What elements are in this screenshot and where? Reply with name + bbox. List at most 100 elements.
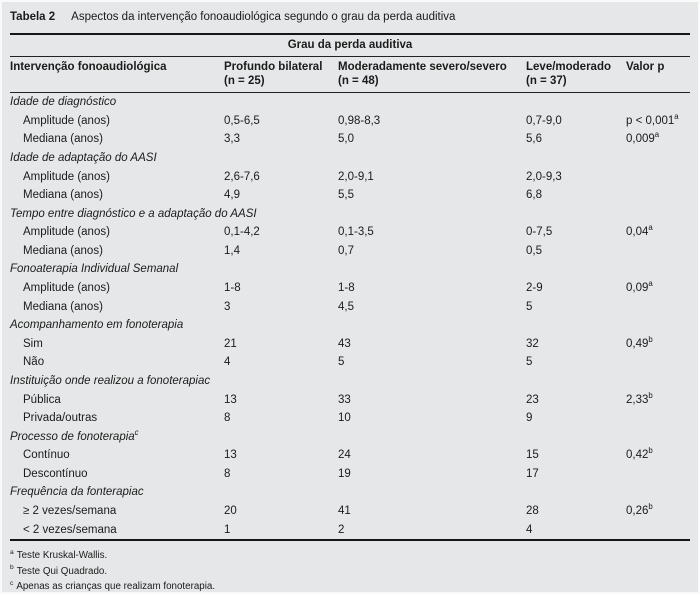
section-label: Frequência da fonterapiac (10, 486, 144, 499)
cell-profundo: 2,6-7,6 (224, 170, 260, 183)
cell-moderadamente: 4,5 (338, 300, 354, 313)
cell-valor-p: 0,26b (626, 502, 653, 517)
table-row: Contínuo 13 24 15 0,42b (10, 446, 690, 465)
table-row: Mediana (anos) 1,4 0,7 0,5 (10, 242, 690, 261)
cell-profundo: 1-8 (224, 282, 241, 295)
row-label: Contínuo (23, 449, 70, 462)
row-label: Mediana (anos) (23, 244, 103, 257)
cell-moderadamente: 10 (338, 412, 351, 425)
column-header-intervencao: Intervenção fonoaudiológica (10, 61, 167, 73)
footnote-marker: c (134, 427, 139, 437)
footnotes: a Teste Kruskal-Wallis. b Teste Qui Quadra… (10, 541, 690, 592)
top-rule (10, 33, 690, 35)
cell-moderadamente: 5,0 (338, 133, 354, 146)
cell-valor-p: 0,42b (626, 446, 653, 462)
row-label: Mediana (anos) (23, 300, 103, 313)
section-label: Processo de fonoterapiac (10, 427, 139, 443)
cell-leve: 0,7-9,0 (526, 114, 562, 127)
cell-moderadamente: 2,0-9,1 (338, 170, 374, 183)
cell-leve: 17 (526, 467, 539, 480)
table-row: Amplitude (anos) 2,6-7,6 2,0-9,1 2,0-9,3 (10, 167, 690, 186)
cell-leve: 9 (526, 412, 533, 425)
cell-profundo: 21 (224, 337, 237, 350)
cell-profundo: 3,3 (224, 133, 240, 146)
section-row: Frequência da fonterapiac (10, 483, 690, 502)
footnote-marker: a (648, 223, 653, 233)
table-row: Mediana (anos) 3 4,5 5 (10, 297, 690, 316)
cell-moderadamente: 2 (338, 523, 345, 536)
cell-profundo: 1,4 (224, 244, 240, 257)
table-header-row: Intervenção fonoaudiológica Profundo bil… (10, 57, 690, 92)
cell-moderadamente: 24 (338, 449, 351, 462)
table-row: < 2 vezes/semana 1 2 4 (10, 520, 690, 539)
cell-leve: 2,0-9,3 (526, 170, 562, 183)
section-label: Idade de adaptação do AASI (10, 152, 157, 165)
footnote-line: c Apenas as crianças que realizam fonoter… (10, 579, 216, 592)
footnote-line: b Teste Qui Quadrado. (10, 564, 108, 577)
table-row: Pública 13 33 23 2,33b (10, 390, 690, 409)
table-row: Amplitude (anos) 0,5-6,5 0,98-8,3 0,7-9,… (10, 112, 690, 131)
table-row: Descontínuo 8 19 17 (10, 465, 690, 484)
cell-moderadamente: 5,5 (338, 189, 354, 202)
group-header-rule (10, 56, 690, 57)
table-title: Tabela 2 Aspectos da intervenção fonoaud… (10, 2, 690, 33)
section-row: Idade de diagnóstico (10, 93, 690, 112)
cell-profundo: 0,1-4,2 (224, 226, 260, 239)
section-row: Tempo entre diagnóstico e a adaptação do… (10, 204, 690, 223)
row-label: Descontínuo (23, 467, 88, 480)
cell-valor-p: 0,09a (626, 279, 653, 295)
cell-valor-p: p < 0,001a (626, 112, 679, 127)
table-body: Idade de diagnóstico Amplitude (anos) 0,… (10, 93, 690, 539)
table-caption-text: Aspectos da intervenção fonoaudiológica … (71, 11, 456, 23)
cell-leve: 5 (526, 300, 533, 313)
cell-profundo: 8 (224, 412, 231, 425)
cell-leve: 28 (526, 505, 539, 517)
footnote-line: a Teste Kruskal-Wallis. (10, 548, 108, 561)
cell-leve: 2-9 (526, 282, 543, 295)
row-label: Amplitude (anos) (23, 226, 110, 239)
cell-moderadamente: 1-8 (338, 282, 355, 295)
footnote-marker: b (10, 564, 14, 572)
cell-moderadamente: 5 (338, 356, 345, 369)
table-row: Amplitude (anos) 1-8 1-8 2-9 0,09a (10, 279, 690, 298)
cell-profundo: 20 (224, 505, 237, 517)
section-row: Processo de fonoterapiac (10, 427, 690, 446)
cell-leve: 4 (526, 523, 533, 536)
cell-valor-p: 0,009a (626, 130, 660, 146)
cell-leve: 15 (526, 449, 539, 462)
cell-profundo: 0,5-6,5 (224, 114, 260, 127)
cell-moderadamente: 0,1-3,5 (338, 226, 374, 239)
cell-moderadamente: 43 (338, 337, 351, 350)
cell-profundo: 8 (224, 467, 231, 480)
footnote-marker: a (674, 112, 679, 122)
section-label: Acompanhamento em fonoterapia (10, 319, 184, 332)
table-row: Privada/outras 8 10 9 (10, 409, 690, 428)
cell-profundo: 4 (224, 356, 231, 369)
column-header-moderadamente: Moderadamente severo/severo (n = 48) (338, 61, 507, 87)
footnote-marker: a (654, 130, 660, 140)
table-row: Amplitude (anos) 0,1-4,2 0,1-3,5 0-7,5 0… (10, 223, 690, 242)
column-header-profundo: Profundo bilateral (n = 25) (224, 61, 323, 87)
row-label: Amplitude (anos) (23, 114, 110, 127)
cell-leve: 5 (526, 356, 533, 369)
row-label: < 2 vezes/semana (23, 523, 117, 536)
table-row: Não 4 5 5 (10, 353, 690, 372)
table-row: ≥ 2 vezes/semana 20 41 28 0,26b (10, 502, 690, 521)
section-label: Tempo entre diagnóstico e a adaptação do… (10, 207, 257, 220)
section-row: Acompanhamento em fonoterapia (10, 316, 690, 335)
cell-profundo: 13 (224, 393, 237, 406)
cell-leve: 6,8 (526, 189, 542, 202)
row-label: Não (23, 356, 45, 369)
table-row: Sim 21 43 32 0,49b (10, 335, 690, 354)
section-label: Instituição onde realizou a fonoterapiac (10, 374, 211, 387)
cell-leve: 5,6 (526, 133, 542, 146)
section-row: Fonoaterapia Individual Semanal (10, 260, 690, 279)
section-row: Instituição onde realizou a fonoterapiac (10, 372, 690, 391)
row-label: ≥ 2 vezes/semana (23, 505, 117, 517)
footnote-marker: c (10, 579, 14, 587)
footnote-marker: b (648, 334, 653, 344)
cell-profundo: 4,9 (224, 189, 240, 202)
header-rule (10, 92, 690, 93)
footnote-marker: a (10, 548, 14, 556)
